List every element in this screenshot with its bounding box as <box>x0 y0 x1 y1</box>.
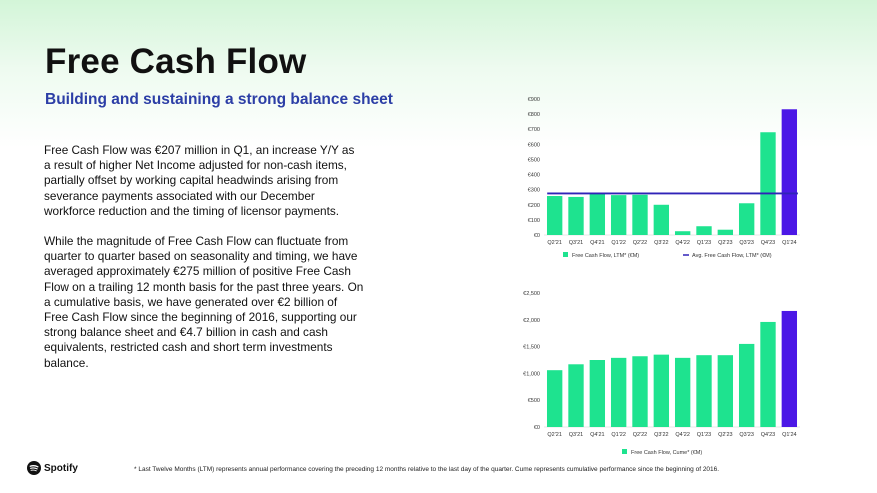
ltm-bar <box>568 196 584 235</box>
ltm-x-tick: Q4'22 <box>675 240 690 246</box>
ltm-bar <box>546 196 563 235</box>
ltm-y-tick: €700 <box>528 127 540 133</box>
ltm-legend-label: Avg. Free Cash Flow, LTM* (€M) <box>692 253 772 259</box>
ltm-fcf-chart: €0 €100 €200 €300 €400 €500 €600 €700 €800 €900 Q2… <box>528 97 800 259</box>
ltm-y-tick: €900 <box>528 97 540 103</box>
cume-x-tick: Q4'21 <box>590 432 605 438</box>
ltm-legend-swatch <box>563 252 568 257</box>
cume-bar <box>781 310 798 427</box>
ltm-bar <box>760 132 776 235</box>
cume-x-tick: Q3'22 <box>654 432 669 438</box>
cume-y-tick: €0 <box>534 425 540 431</box>
cume-x-tick: Q3'23 <box>739 432 754 438</box>
ltm-x-tick: Q1'23 <box>697 240 712 246</box>
paragraph-1: Free Cash Flow was €207 million in Q1, a… <box>44 143 355 218</box>
page-subtitle: Building and sustaining a strong balance… <box>45 91 393 108</box>
cume-y-tick: €2,500 <box>523 291 540 297</box>
ltm-x-tick: Q3'22 <box>654 240 669 246</box>
ltm-bar <box>632 194 648 235</box>
ltm-y-tick: €800 <box>528 112 540 118</box>
cume-bar <box>717 355 734 427</box>
cume-y-tick: €1,500 <box>523 345 540 351</box>
ltm-x-tick: Q2'23 <box>718 240 733 246</box>
cume-x-tick: Q2'22 <box>633 432 648 438</box>
ltm-bar <box>696 226 712 235</box>
ltm-bar <box>717 229 734 235</box>
ltm-y-tick: €200 <box>528 203 540 209</box>
cume-bar <box>568 364 584 427</box>
paragraph-2: While the magnitude of Free Cash Flow ca… <box>44 234 364 370</box>
ltm-x-tick: Q2'21 <box>547 240 562 246</box>
cume-bar <box>546 370 563 427</box>
cume-legend-label: Free Cash Flow, Cume* (€M) <box>631 450 702 456</box>
cume-bar <box>589 360 606 427</box>
cume-fcf-chart: €0 €500 €1,000 €1,500 €2,000 €2,500 Q2'21 Q3'21… <box>523 291 800 456</box>
spotify-icon <box>27 461 41 475</box>
cume-bar <box>674 357 691 427</box>
cume-x-tick: Q2'23 <box>718 432 733 438</box>
ltm-x-tick: Q1'22 <box>611 240 626 246</box>
ltm-x-tick: Q3'23 <box>739 240 754 246</box>
ltm-bar <box>781 109 798 235</box>
body-text: Free Cash Flow was €207 million in Q1, a… <box>44 143 364 386</box>
cume-x-tick: Q1'23 <box>697 432 712 438</box>
cume-bar <box>760 321 776 427</box>
cume-x-tick: Q1'22 <box>611 432 626 438</box>
ltm-bar <box>589 192 606 235</box>
ltm-bar <box>674 231 691 235</box>
cume-y-tick: €1,000 <box>523 371 540 377</box>
cume-x-tick: Q4'23 <box>761 432 776 438</box>
ltm-y-tick: €100 <box>528 218 540 224</box>
cume-x-tick: Q4'22 <box>675 432 690 438</box>
logo-text: Spotify <box>44 462 78 474</box>
ltm-y-tick: €500 <box>528 157 540 163</box>
ltm-y-tick: €300 <box>528 188 540 194</box>
cume-bar <box>610 357 627 427</box>
ltm-x-tick: Q4'23 <box>761 240 776 246</box>
cume-y-tick: €2,000 <box>523 318 540 324</box>
ltm-y-tick: €400 <box>528 173 540 179</box>
ltm-y-tick: €0 <box>534 233 540 239</box>
cume-legend-swatch <box>622 449 627 454</box>
ltm-x-tick: Q3'21 <box>569 240 584 246</box>
cume-bar <box>738 343 755 427</box>
cume-bar <box>632 356 648 427</box>
spotify-logo: Spotify <box>27 461 78 475</box>
cume-y-tick: €500 <box>528 398 540 404</box>
page-title: Free Cash Flow <box>45 42 307 81</box>
cume-bar <box>696 355 712 427</box>
ltm-legend-label: Free Cash Flow, LTM* (€M) <box>572 253 639 259</box>
ltm-bar <box>610 195 627 235</box>
cume-x-tick: Q2'21 <box>547 432 562 438</box>
cume-x-tick: Q3'21 <box>569 432 584 438</box>
ltm-x-tick: Q1'24 <box>782 240 797 246</box>
ltm-bar <box>738 203 755 235</box>
cume-x-tick: Q1'24 <box>782 432 797 438</box>
ltm-x-tick: Q2'22 <box>633 240 648 246</box>
ltm-bar <box>653 204 670 235</box>
footnote: * Last Twelve Months (LTM) represents an… <box>134 466 720 473</box>
ltm-y-tick: €600 <box>528 142 540 148</box>
ltm-x-tick: Q4'21 <box>590 240 605 246</box>
cume-bar <box>653 354 670 427</box>
